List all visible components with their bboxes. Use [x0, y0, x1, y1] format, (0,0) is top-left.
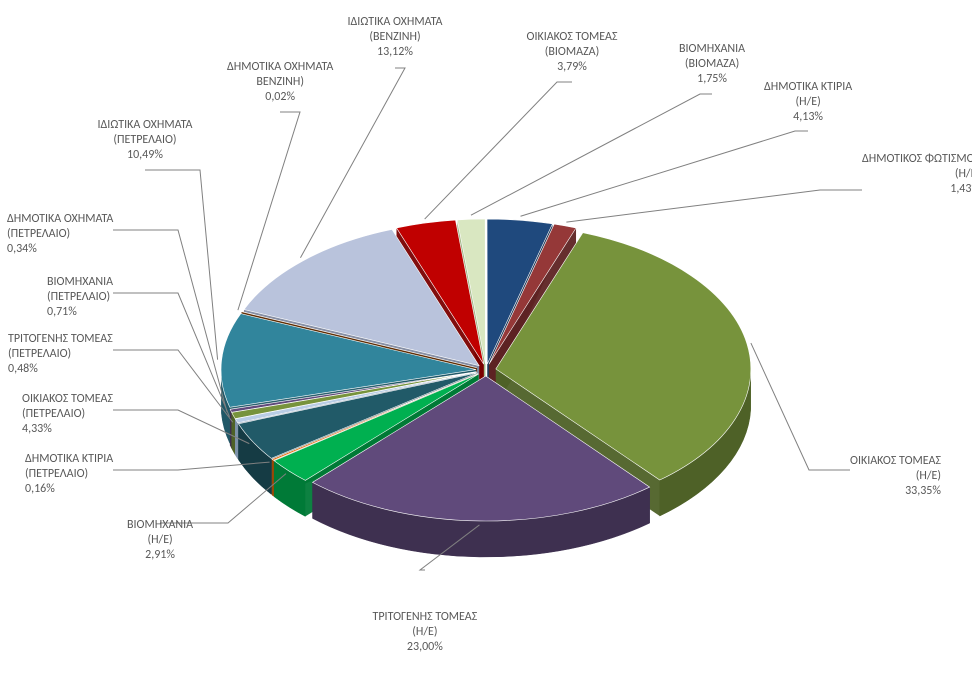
- leader-line: [566, 190, 862, 222]
- leader-line: [521, 131, 808, 216]
- leader-line: [471, 94, 712, 215]
- pie-slice-rim: [230, 409, 231, 448]
- pie-svg: [0, 0, 972, 697]
- leader-line: [425, 82, 572, 219]
- leader-line: [145, 170, 218, 360]
- leader-line: [300, 68, 405, 258]
- pie-slice-rim: [235, 419, 238, 459]
- leader-line: [751, 343, 850, 470]
- leader-line: [113, 230, 227, 412]
- pie-chart-3d: ΟΙΚΙΑΚΟΣ ΤΟΜΕΑΣ(ΒΙΟΜΑΖΑ)3,79%ΒΙΟΜΗΧΑΝΙΑ(…: [0, 0, 972, 697]
- leader-line: [113, 350, 233, 422]
- pie-slice-rim: [272, 459, 274, 496]
- pie-slice-rim: [232, 412, 235, 454]
